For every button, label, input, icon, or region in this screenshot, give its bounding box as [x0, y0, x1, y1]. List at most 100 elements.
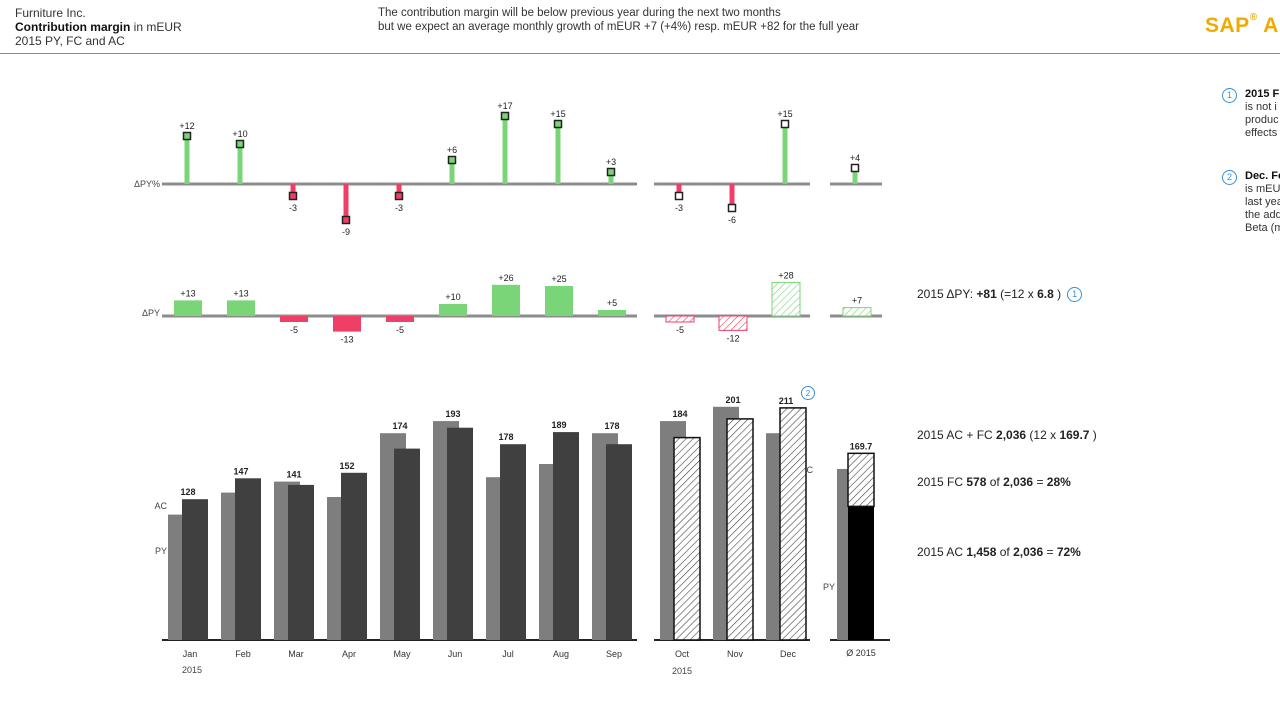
delta-bar	[227, 300, 255, 316]
average-chart: 169.7 Ø 2015	[830, 441, 890, 658]
ac-bar	[288, 484, 314, 640]
footnote-1-line: effects	[1245, 127, 1278, 139]
logo-mark: ®	[1249, 12, 1258, 23]
footnote-1-number: 1	[1222, 88, 1237, 103]
month-label: May	[393, 649, 411, 659]
stat-total-avg: 169.7	[1059, 428, 1090, 442]
month-label: Apr	[342, 649, 356, 659]
fc-year-label: 2015	[672, 666, 692, 676]
delta-bar	[333, 316, 361, 332]
pct-value-label: -6	[728, 215, 736, 225]
delta-pct-chart: +12 +10 -3 -9 -3 +6 +17 +15 +3 -3 -6 +15 +4	[162, 101, 882, 237]
pct-value-label: -3	[675, 203, 683, 213]
footnote-2-line: last yea	[1245, 196, 1280, 208]
stat-fc-value: 578	[966, 475, 987, 489]
stat-ac-eq: =	[1043, 545, 1057, 559]
stat-fc-eq: =	[1033, 475, 1047, 489]
pct-value-label: -3	[289, 203, 297, 213]
pct-pin-head	[394, 191, 404, 201]
month-label: Jun	[448, 649, 463, 659]
stat-fc: 2015 FC 578 of 2,036 = 28%	[917, 475, 1071, 489]
chart-title-unit: in mEUR	[130, 20, 182, 34]
delta-value-label: +13	[233, 288, 248, 298]
footnote-2-line: Beta (m	[1245, 222, 1280, 234]
ac-year-label: 2015	[182, 665, 202, 675]
ac-bar	[341, 472, 367, 640]
stat-fc-pct: 28%	[1046, 475, 1071, 489]
header: Furniture Inc. Contribution margin in mE…	[0, 0, 1280, 54]
ac-row-label: AC	[154, 501, 167, 511]
delta-bar	[718, 315, 748, 331]
pct-pin	[502, 116, 508, 184]
ac-bar	[182, 499, 208, 640]
pct-pin-head	[341, 215, 351, 225]
value-label: 178	[604, 421, 619, 431]
chart-title-measure: Contribution margin	[15, 20, 131, 34]
delta-bar	[492, 284, 520, 316]
pct-pin	[449, 160, 455, 184]
pct-pin	[343, 184, 349, 220]
pct-value-label: +4	[850, 153, 860, 163]
stat-total-suffix: )	[1089, 428, 1097, 442]
footnote-2-line: is mEU	[1245, 183, 1280, 195]
pct-pin	[608, 172, 614, 184]
pct-value-label: +12	[179, 121, 194, 131]
pct-pin-head	[553, 119, 563, 129]
month-label: Jan	[183, 649, 198, 659]
ac-bar	[394, 448, 420, 640]
main-bar-chart: 128 Jan 147 Feb 141 Mar 152 Apr 174 May 193 Jun 178 J…	[162, 395, 810, 659]
delta-bar	[386, 316, 414, 322]
pct-value-label: +15	[550, 109, 565, 119]
month-label: Nov	[727, 649, 744, 659]
month-label: Sep	[606, 649, 622, 659]
month-label: Aug	[553, 649, 569, 659]
logo-text: SAP	[1205, 14, 1250, 37]
stat-delta: 2015 ΔPY: +81 (=12 x 6.8 ) 1	[917, 287, 1083, 303]
avg-fc-bar	[847, 452, 875, 508]
key-message: The contribution margin will be below pr…	[378, 6, 859, 34]
stat-fc-prefix: 2015 FC	[917, 475, 967, 489]
stat-total: 2015 AC + FC 2,036 (12 x 169.7 )	[917, 428, 1097, 442]
delta-value-label: -5	[290, 325, 298, 335]
pct-pin-head	[447, 155, 457, 165]
avg-ac-bar	[848, 506, 874, 640]
company-name: Furniture Inc.	[15, 6, 86, 20]
pct-pin	[237, 144, 243, 184]
logo-suffix: A	[1263, 14, 1279, 37]
delta-bar	[174, 300, 202, 316]
delta-value-label: +25	[551, 274, 566, 284]
sap-logo: SAP® A	[1205, 12, 1279, 38]
pct-pin-head	[727, 203, 737, 213]
pct-pin-head	[500, 111, 510, 121]
dec-marker: 2	[801, 386, 815, 400]
stat-delta-avg: 6.8	[1037, 287, 1054, 301]
footnote-1-title: 2015 F	[1245, 88, 1280, 100]
key-message-line-1: The contribution margin will be below pr…	[378, 7, 781, 19]
footnote-2-text: Dec. Fo is mEU last yea the add Beta (m	[1245, 170, 1280, 235]
delta-value-label: +10	[445, 292, 460, 302]
chart-title: Contribution margin in mEUR	[15, 20, 182, 34]
pct-value-label: +15	[777, 109, 792, 119]
month-label: Feb	[235, 649, 251, 659]
footnote-1-marker[interactable]: 1	[1067, 287, 1083, 303]
delta-value-label: +7	[852, 296, 862, 306]
stat-ac-prefix: 2015 AC	[917, 545, 967, 559]
stat-ac-total: 2,036	[1013, 545, 1044, 559]
stat-ac-pct: 72%	[1056, 545, 1081, 559]
delta-value-label: +26	[498, 273, 513, 283]
value-label: 211	[779, 396, 794, 406]
value-label: 147	[233, 466, 248, 476]
pct-pin-head	[288, 191, 298, 201]
dec-marker-number: 2	[806, 389, 811, 398]
value-label: 193	[445, 409, 460, 419]
stat-delta-prefix: 2015 ΔPY:	[917, 287, 977, 301]
pct-pin-head	[182, 131, 192, 141]
avg-category-label: Ø 2015	[846, 648, 876, 658]
footnote-1-line: produc	[1245, 114, 1279, 126]
delta-bar	[545, 286, 573, 316]
footnote-2-line: the add	[1245, 209, 1280, 221]
avg-value-label: 169.7	[850, 441, 873, 451]
footnote-1-line: is not i	[1245, 101, 1277, 113]
pct-value-label: +6	[447, 145, 457, 155]
